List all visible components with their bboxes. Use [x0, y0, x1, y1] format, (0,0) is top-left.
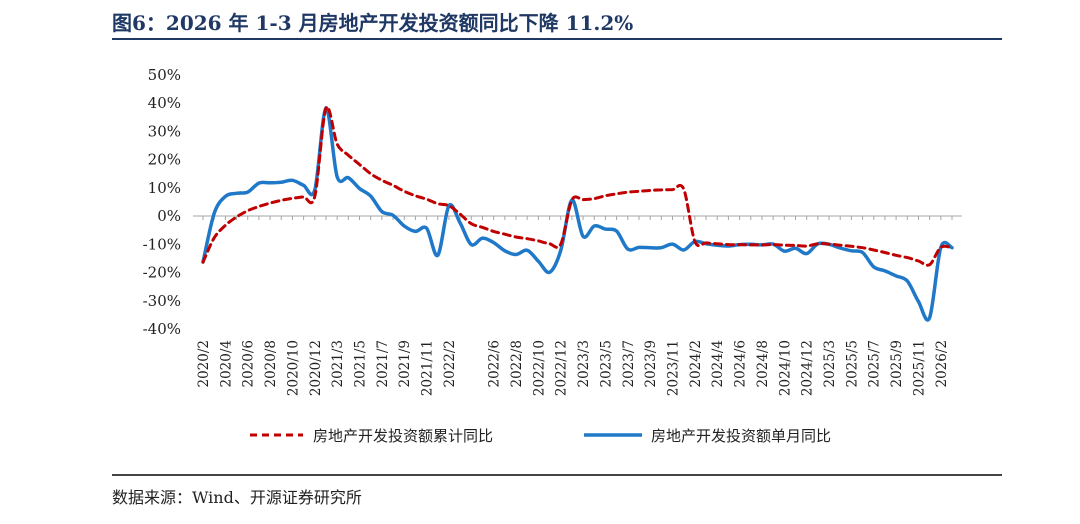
series-monthly-line [201, 106, 954, 322]
x-tick-label: 2023/3 [576, 340, 592, 388]
x-tick-label: 2021/7 [375, 340, 391, 388]
x-tick-label: 2020/2 [196, 340, 212, 388]
x-tick-label: 2021/3 [330, 340, 346, 388]
x-tick-label: 2022/12 [554, 340, 570, 396]
y-tick-label: 20% [148, 151, 181, 169]
x-tick-label: 2024/4 [710, 340, 726, 388]
x-tick-label: 2022/2 [442, 340, 458, 388]
y-tick-label: 40% [148, 94, 181, 112]
x-tick-label: 2024/6 [733, 340, 749, 388]
y-tick-label: -20% [143, 264, 181, 282]
figure-title: 图6：2026 年 1-3 月房地产开发投资额同比下降 11.2% [112, 11, 634, 35]
x-tick-label: 2025/3 [822, 340, 838, 388]
x-tick-label: 2023/11 [666, 340, 682, 396]
x-tick-label: 2022/6 [487, 340, 503, 388]
x-tick-label: 2024/2 [688, 340, 704, 388]
x-tick-label: 2020/6 [241, 340, 257, 388]
x-tick-label: 2021/11 [420, 340, 436, 396]
y-tick-label: 10% [148, 179, 181, 197]
x-tick-label: 2023/7 [621, 340, 637, 388]
x-tick-label: 2021/9 [397, 340, 413, 388]
x-tick-label: 2023/9 [643, 340, 659, 388]
x-tick-label: 2020/12 [308, 340, 324, 396]
x-tick-label: 2025/11 [911, 340, 927, 396]
x-tick-label: 2020/4 [218, 340, 234, 388]
data-source: 数据来源：Wind、开源证券研究所 [112, 488, 362, 507]
legend: 房地产开发投资额累计同比 房地产开发投资额单月同比 [250, 427, 831, 445]
y-tick-label: 50% [148, 66, 181, 84]
x-tick-label: 2021/5 [353, 340, 369, 388]
x-tick-label: 2022/10 [531, 340, 547, 396]
y-tick-label: -10% [143, 235, 181, 253]
title-divider [112, 38, 1002, 40]
x-tick-label: 2024/10 [777, 340, 793, 396]
footer-divider [112, 474, 1002, 476]
x-tick-label: 2025/5 [844, 340, 860, 388]
x-tick-label: 2025/7 [867, 340, 883, 388]
legend-label-monthly: 房地产开发投资额单月同比 [651, 427, 831, 445]
legend-label-cumulative: 房地产开发投资额累计同比 [313, 427, 493, 445]
y-tick-label: -40% [143, 320, 181, 338]
x-axis: 2020/2 2020/4 2020/6 2020/8 2020/10 2020/12 20… [193, 215, 962, 396]
y-tick-label: -30% [143, 292, 181, 310]
series-cumulative-line [201, 105, 954, 267]
x-tick-label: 2026/2 [934, 340, 950, 388]
x-tick-label: 2025/9 [889, 340, 905, 388]
x-tick-label: 2020/8 [263, 340, 279, 388]
series-layer [201, 105, 954, 322]
y-tick-label: 0% [157, 207, 181, 225]
y-tick-label: 30% [148, 122, 181, 140]
x-tick-label: 2022/8 [509, 340, 525, 388]
x-tick-label: 2024/8 [755, 340, 771, 388]
x-tick-label: 2024/12 [800, 340, 816, 396]
y-axis: 50% 40% 30% 20% 10% 0% -10% -20% -30% -40% [143, 66, 181, 338]
x-tick-label: 2020/10 [285, 340, 301, 396]
x-tick-label: 2023/5 [598, 340, 614, 388]
